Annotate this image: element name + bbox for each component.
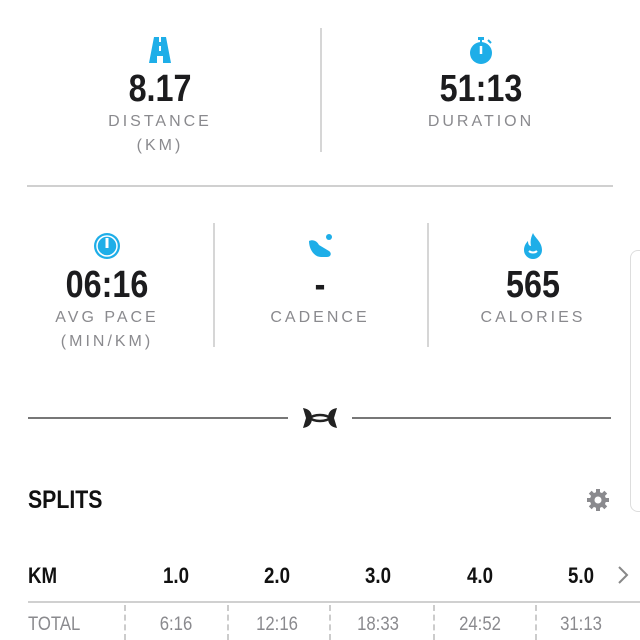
split-km: 5.0 xyxy=(567,563,595,588)
chevron-right-icon[interactable] xyxy=(616,565,630,585)
gear-icon[interactable] xyxy=(586,488,610,512)
speedometer-icon xyxy=(94,233,120,259)
splits-title: SPLITS xyxy=(28,486,103,514)
avg-pace-unit: (MIN/KM) xyxy=(60,333,154,350)
distance-value: 8.17 xyxy=(128,68,192,110)
calories-label: CALORIES xyxy=(480,309,586,326)
split-km: 2.0 xyxy=(263,563,291,588)
duration-value: 51:13 xyxy=(439,68,523,110)
split-total: 12:16 xyxy=(256,614,298,635)
cadence-value: - xyxy=(314,264,326,306)
divider xyxy=(213,223,215,347)
stat-cadence: - CADENCE xyxy=(220,231,420,329)
cadence-label: CADENCE xyxy=(270,309,370,326)
column-divider xyxy=(227,605,229,640)
stat-distance: 8.17 DISTANCE (KM) xyxy=(60,35,260,157)
avg-pace-label: AVG PACE xyxy=(55,309,159,326)
split-km: 3.0 xyxy=(364,563,392,588)
section-divider xyxy=(27,185,613,187)
duration-label: DURATION xyxy=(427,113,535,130)
stat-avg-pace: 06:16 AVG PACE (MIN/KM) xyxy=(7,231,207,353)
stopwatch-icon xyxy=(470,37,492,64)
column-divider xyxy=(124,605,126,640)
divider xyxy=(320,28,322,152)
split-total: 18:33 xyxy=(357,614,399,635)
column-divider xyxy=(433,605,435,640)
splits-header-label: KM xyxy=(28,563,58,588)
splits-header-divider xyxy=(28,601,640,603)
distance-unit: (KM) xyxy=(136,137,184,154)
scroll-handle[interactable] xyxy=(630,250,640,512)
split-km: 1.0 xyxy=(162,563,190,588)
under-armour-logo-icon xyxy=(303,408,337,428)
road-icon xyxy=(149,37,171,63)
split-km: 4.0 xyxy=(466,563,494,588)
brand-line-right xyxy=(352,417,611,419)
total-label: TOTAL xyxy=(28,614,81,635)
shoe-icon xyxy=(309,234,332,257)
divider xyxy=(427,223,429,347)
avg-pace-value: 06:16 xyxy=(65,264,149,306)
split-total: 31:13 xyxy=(560,614,602,635)
distance-label: DISTANCE xyxy=(108,113,212,130)
stat-duration: 51:13 DURATION xyxy=(381,35,581,133)
calories-value: 565 xyxy=(506,264,560,306)
split-total: 6:16 xyxy=(159,614,193,635)
column-divider xyxy=(329,605,331,640)
brand-line-left xyxy=(28,417,288,419)
flame-icon xyxy=(524,233,542,259)
column-divider xyxy=(535,605,537,640)
stat-calories: 565 CALORIES xyxy=(433,231,633,329)
split-total: 24:52 xyxy=(459,614,501,635)
